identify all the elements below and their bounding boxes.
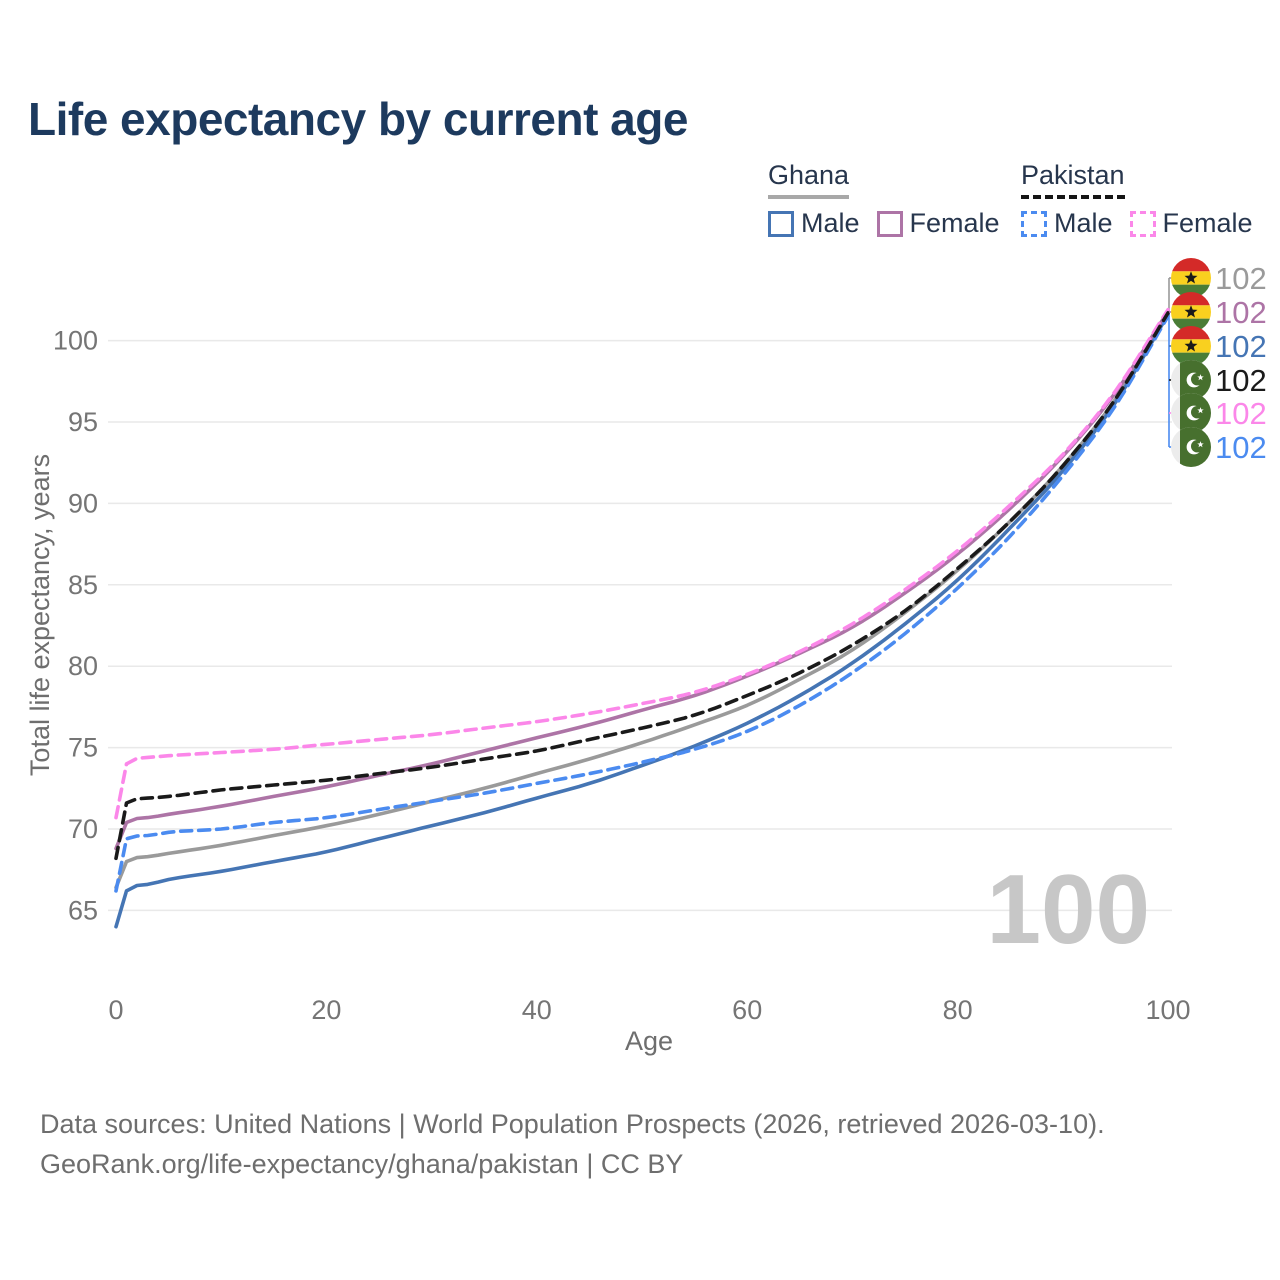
pakistan-female-swatch-icon [1129,210,1156,237]
ghana-female-swatch-icon [876,210,903,237]
pakistan-male-swatch-icon [1021,210,1047,237]
y-tick-label: 90 [68,488,98,518]
pakistan-flag-icon [1171,393,1211,433]
legend-label: Male [1054,208,1113,238]
x-axis-title: Age [624,1026,674,1056]
ghana-male-line [114,312,1170,929]
y-tick-label: 65 [68,895,98,925]
pakistan-flag-icon [1171,360,1211,400]
y-tick-label: 85 [68,570,98,600]
legend-ghana-header[interactable]: Ghana [768,160,850,199]
y-tick-label: 95 [68,407,98,437]
end-value-label: 102 [1215,261,1267,296]
legend-pakistan-items: Male Female [1021,208,1270,239]
legend-item-ghana-male[interactable]: Male [768,208,860,239]
y-tick-label: 80 [68,651,98,681]
x-tick-label: 80 [943,995,973,1025]
x-tick-label: 100 [1145,995,1190,1025]
legend-pakistan-header[interactable]: Pakistan [1021,160,1125,199]
legend-label: Female [909,208,1000,238]
ghana-male-swatch-icon [768,210,794,237]
legend-ghana-items: Male Female [768,208,1017,239]
end-value-label: 102 [1215,329,1267,364]
legend-group-pakistan: Pakistan Male Female [1021,160,1270,239]
ghana-both-line [114,311,1170,890]
end-value-label: 102 [1215,363,1267,398]
ghana-flag-icon [1171,292,1211,332]
legend-label: Male [801,208,860,238]
x-tick-label: 0 [108,995,123,1025]
pakistan-female-line [114,307,1170,820]
x-tick-label: 20 [311,995,341,1025]
footer: Data sources: United Nations | World Pop… [40,1104,1105,1184]
end-value-label: 102 [1215,430,1267,465]
end-value-label: 102 [1215,396,1267,431]
y-tick-label: 100 [53,326,98,356]
legend-item-pakistan-male[interactable]: Male [1021,208,1113,239]
y-tick-label: 70 [68,814,98,844]
axis-max-watermark: 100 [986,854,1150,964]
pakistan-male-line [114,314,1170,893]
x-tick-label: 60 [732,995,762,1025]
legend-item-ghana-female[interactable]: Female [876,208,1000,239]
ghana-female-line [114,309,1170,851]
legend-label: Female [1162,208,1253,238]
y-tick-label: 75 [68,733,98,763]
attribution-line: GeoRank.org/life-expectancy/ghana/pakist… [40,1149,684,1179]
pakistan-flag-icon [1171,427,1211,467]
legend-item-pakistan-female[interactable]: Female [1129,208,1253,239]
end-value-label: 102 [1215,295,1267,330]
ghana-flag-icon [1171,258,1211,298]
pakistan-both-line [114,311,1170,861]
x-tick-label: 40 [522,995,552,1025]
data-sources-line: Data sources: United Nations | World Pop… [40,1109,1105,1139]
page-title: Life expectancy by current age [28,93,688,145]
ghana-flag-icon [1171,326,1211,366]
legend-group-ghana: Ghana Male Female [768,160,1017,239]
